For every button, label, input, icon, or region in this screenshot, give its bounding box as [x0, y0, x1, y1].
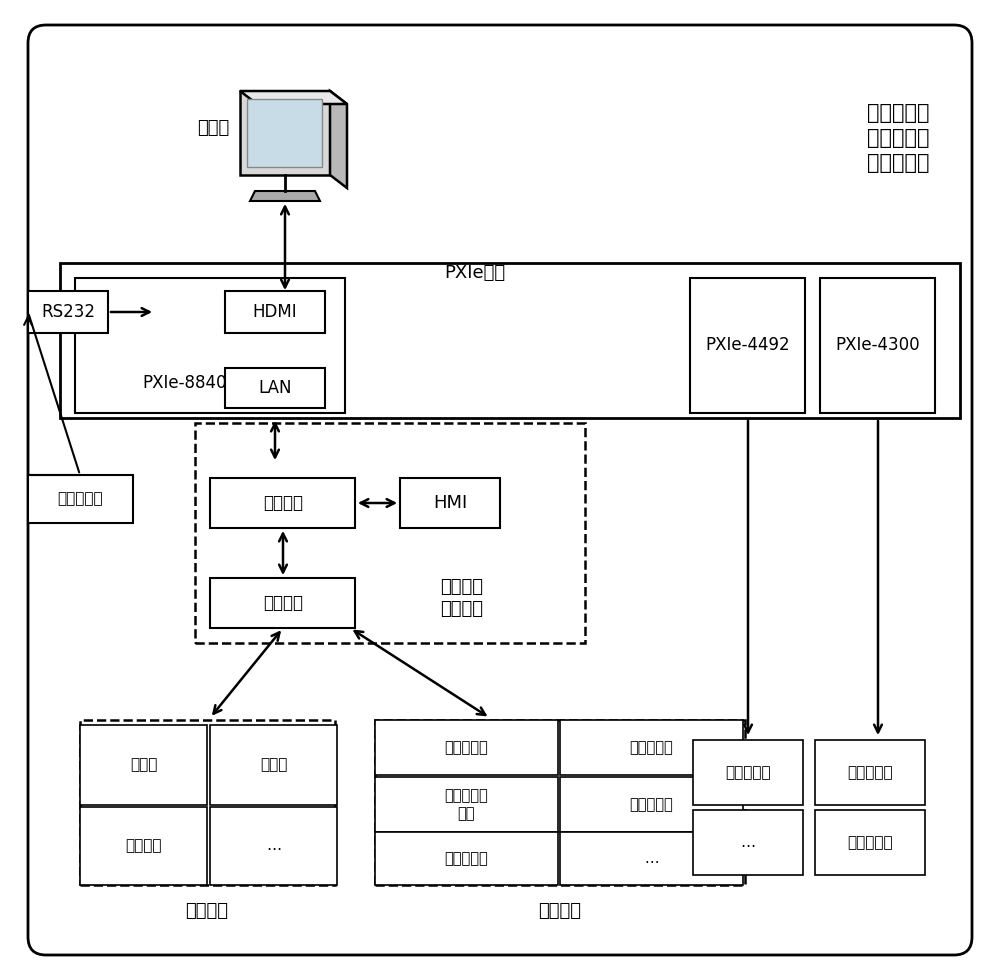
Bar: [195, 423, 585, 643]
Text: 比例阀: 比例阀: [130, 758, 157, 773]
Text: 压力传感器: 压力传感器: [847, 765, 893, 780]
Bar: [80, 725, 207, 805]
Bar: [560, 777, 743, 832]
Text: 控制从站: 控制从站: [263, 594, 303, 612]
Text: PXIe机箱: PXIe机箱: [444, 264, 506, 282]
Text: 故障诊断及
健康预报分
析预测系统: 故障诊断及 健康预报分 析预测系统: [868, 103, 930, 172]
Bar: [375, 777, 558, 832]
Bar: [60, 263, 960, 418]
Bar: [225, 291, 325, 333]
Polygon shape: [250, 191, 320, 201]
Polygon shape: [330, 91, 347, 188]
Bar: [210, 578, 355, 628]
Text: 显示器: 显示器: [197, 119, 229, 137]
Text: 三轴陀螺仪: 三轴陀螺仪: [57, 491, 103, 507]
Text: …: …: [644, 851, 659, 866]
Text: LAN: LAN: [258, 379, 292, 397]
Text: 液压机组: 液压机组: [538, 902, 582, 920]
Text: 液位传感器: 液位传感器: [445, 851, 488, 866]
Bar: [400, 478, 500, 528]
Bar: [375, 832, 558, 885]
Bar: [28, 475, 133, 523]
Bar: [375, 720, 558, 775]
Text: 油液水分传
感器: 油液水分传 感器: [445, 788, 488, 821]
Text: RS232: RS232: [41, 303, 95, 321]
Bar: [560, 832, 743, 885]
Bar: [693, 810, 803, 875]
Text: PXIe-4492: PXIe-4492: [706, 336, 790, 354]
Text: HMI: HMI: [433, 494, 467, 512]
Text: 压力传感器: 压力传感器: [630, 797, 673, 812]
Bar: [80, 807, 207, 885]
Bar: [225, 368, 325, 408]
Bar: [690, 278, 805, 413]
Bar: [80, 720, 335, 885]
Text: HDMI: HDMI: [253, 303, 297, 321]
Text: 流量传感器: 流量传感器: [847, 835, 893, 850]
Bar: [815, 740, 925, 805]
Text: PXIe-4300: PXIe-4300: [836, 336, 920, 354]
Text: 执行机构: 执行机构: [186, 902, 228, 920]
Text: 控制主站: 控制主站: [263, 494, 303, 512]
Bar: [210, 478, 355, 528]
Text: 减摇鳍主
控制系统: 减摇鳍主 控制系统: [440, 578, 484, 618]
FancyBboxPatch shape: [28, 25, 972, 955]
Text: 换向阀: 换向阀: [260, 758, 287, 773]
Polygon shape: [247, 99, 322, 167]
Bar: [820, 278, 935, 413]
Bar: [28, 291, 108, 333]
Text: PXIe-8840: PXIe-8840: [143, 374, 227, 392]
Bar: [375, 720, 745, 885]
Bar: [210, 807, 337, 885]
Bar: [560, 720, 743, 775]
Bar: [75, 278, 345, 413]
Text: 温度传感器: 温度传感器: [630, 740, 673, 755]
Text: 鳍角反馈: 鳍角反馈: [125, 839, 162, 853]
Polygon shape: [240, 91, 330, 175]
Text: …: …: [266, 839, 281, 853]
Text: 振动传感器: 振动传感器: [725, 765, 771, 780]
Bar: [693, 740, 803, 805]
Text: 流量传感器: 流量传感器: [445, 740, 488, 755]
Bar: [210, 725, 337, 805]
Bar: [815, 810, 925, 875]
Polygon shape: [240, 91, 347, 104]
Text: …: …: [740, 835, 756, 850]
